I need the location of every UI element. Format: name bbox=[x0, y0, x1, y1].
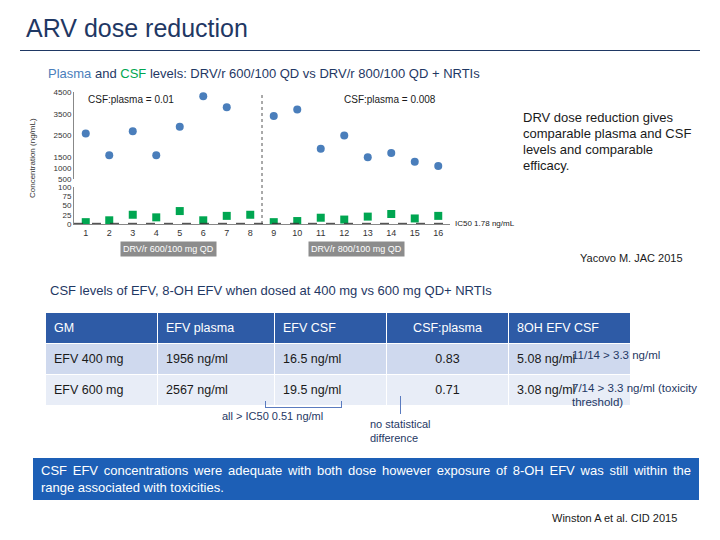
html-text:Yacovo M. JAC 2015: Yacovo M. JAC 2015 bbox=[580, 252, 683, 264]
svg-text:4: 4 bbox=[154, 228, 159, 238]
svg-text:2: 2 bbox=[107, 228, 112, 238]
html-text:2567 ng/ml: 2567 ng/ml bbox=[166, 383, 228, 397]
svg-text:12: 12 bbox=[339, 228, 349, 238]
html-text:Winston A et al. CID 2015: Winston A et al. CID 2015 bbox=[552, 512, 678, 524]
svg-text:11: 11 bbox=[316, 228, 325, 238]
html-text:EFV CSF: EFV CSF bbox=[283, 321, 336, 335]
html-text:1956 ng/ml: 1956 ng/ml bbox=[166, 352, 228, 366]
svg-text:500: 500 bbox=[58, 175, 72, 184]
html-text:GM: GM bbox=[54, 321, 75, 335]
svg-text:100: 100 bbox=[58, 183, 72, 192]
html-text:7/14 > 3.3 ng/ml (toxicity thr: 7/14 > 3.3 ng/ml (toxicity threshold) bbox=[572, 382, 697, 408]
svg-text:1: 1 bbox=[83, 228, 88, 238]
svg-text:15: 15 bbox=[410, 228, 420, 238]
html-text:ARV dose reduction: ARV dose reduction bbox=[26, 14, 248, 42]
svg-text:5: 5 bbox=[177, 228, 182, 238]
svg-text:10: 10 bbox=[292, 228, 302, 238]
html-text:CSF levels of EFV, 8-OH EFV wh: CSF levels of EFV, 8-OH EFV when dosed a… bbox=[50, 283, 492, 298]
html-text:EFV 600 mg: EFV 600 mg bbox=[54, 383, 124, 397]
svg-text:DRV/r 600/100 mg QD: DRV/r 600/100 mg QD bbox=[123, 244, 214, 254]
svg-text:CSF:plasma = 0.01: CSF:plasma = 0.01 bbox=[88, 94, 174, 105]
svg-text:DRV/r 800/100 mg QD: DRV/r 800/100 mg QD bbox=[311, 244, 402, 254]
html-text:EFV plasma: EFV plasma bbox=[166, 321, 235, 335]
html-text:DRV dose reduction gives compa: DRV dose reduction gives comparable plas… bbox=[523, 110, 692, 173]
svg-text:3: 3 bbox=[130, 228, 135, 238]
svg-text:Concentration (ng/mL): Concentration (ng/mL) bbox=[28, 118, 37, 198]
html-text:16.5 ng/ml: 16.5 ng/ml bbox=[283, 352, 342, 366]
html-text:8OH EFV CSF: 8OH EFV CSF bbox=[517, 321, 599, 335]
svg-text:9: 9 bbox=[271, 228, 276, 238]
html-text:5.08 ng/ml: 5.08 ng/ml bbox=[517, 352, 576, 366]
html-text:Plasma and CSF levels: DRV/r 6: Plasma and CSF levels: DRV/r 600/100 QD … bbox=[48, 66, 480, 81]
html-text:0.71: 0.71 bbox=[435, 383, 460, 397]
svg-text:3500: 3500 bbox=[54, 110, 72, 119]
html-text:19.5 ng/ml: 19.5 ng/ml bbox=[283, 383, 342, 397]
svg-text:13: 13 bbox=[363, 228, 373, 238]
html-text:11/14 > 3.3 ng/ml: 11/14 > 3.3 ng/ml bbox=[572, 349, 661, 361]
svg-text:IC50 1.78 ng/mL: IC50 1.78 ng/mL bbox=[455, 219, 515, 228]
svg-text:1500: 1500 bbox=[54, 153, 72, 162]
svg-text:1000: 1000 bbox=[54, 164, 72, 173]
svg-text:7: 7 bbox=[224, 228, 229, 238]
html-text:EFV 400 mg: EFV 400 mg bbox=[54, 352, 124, 366]
html-text:all > IC50 0.51 ng/ml: all > IC50 0.51 ng/ml bbox=[222, 410, 324, 422]
html-text:3.08 ng/ml: 3.08 ng/ml bbox=[517, 383, 576, 397]
svg-text:25: 25 bbox=[62, 211, 71, 220]
svg-text:0: 0 bbox=[67, 220, 72, 229]
svg-text:8: 8 bbox=[248, 228, 253, 238]
html-text:CSF EFV concentrations were ad: CSF EFV concentrations were adequate wit… bbox=[41, 463, 691, 495]
svg-text:6: 6 bbox=[201, 228, 206, 238]
html-text:0.83: 0.83 bbox=[435, 352, 460, 366]
svg-text:16: 16 bbox=[433, 228, 443, 238]
svg-text:75: 75 bbox=[62, 192, 71, 201]
html-text:no statistical difference: no statistical difference bbox=[370, 418, 431, 444]
svg-text:14: 14 bbox=[386, 228, 396, 238]
svg-text:CSF:plasma = 0.008: CSF:plasma = 0.008 bbox=[344, 94, 436, 105]
svg-text:2500: 2500 bbox=[54, 131, 72, 140]
html-text:CSF:plasma: CSF:plasma bbox=[413, 321, 482, 335]
svg-text:50: 50 bbox=[62, 201, 71, 210]
svg-text:4500: 4500 bbox=[54, 88, 72, 97]
